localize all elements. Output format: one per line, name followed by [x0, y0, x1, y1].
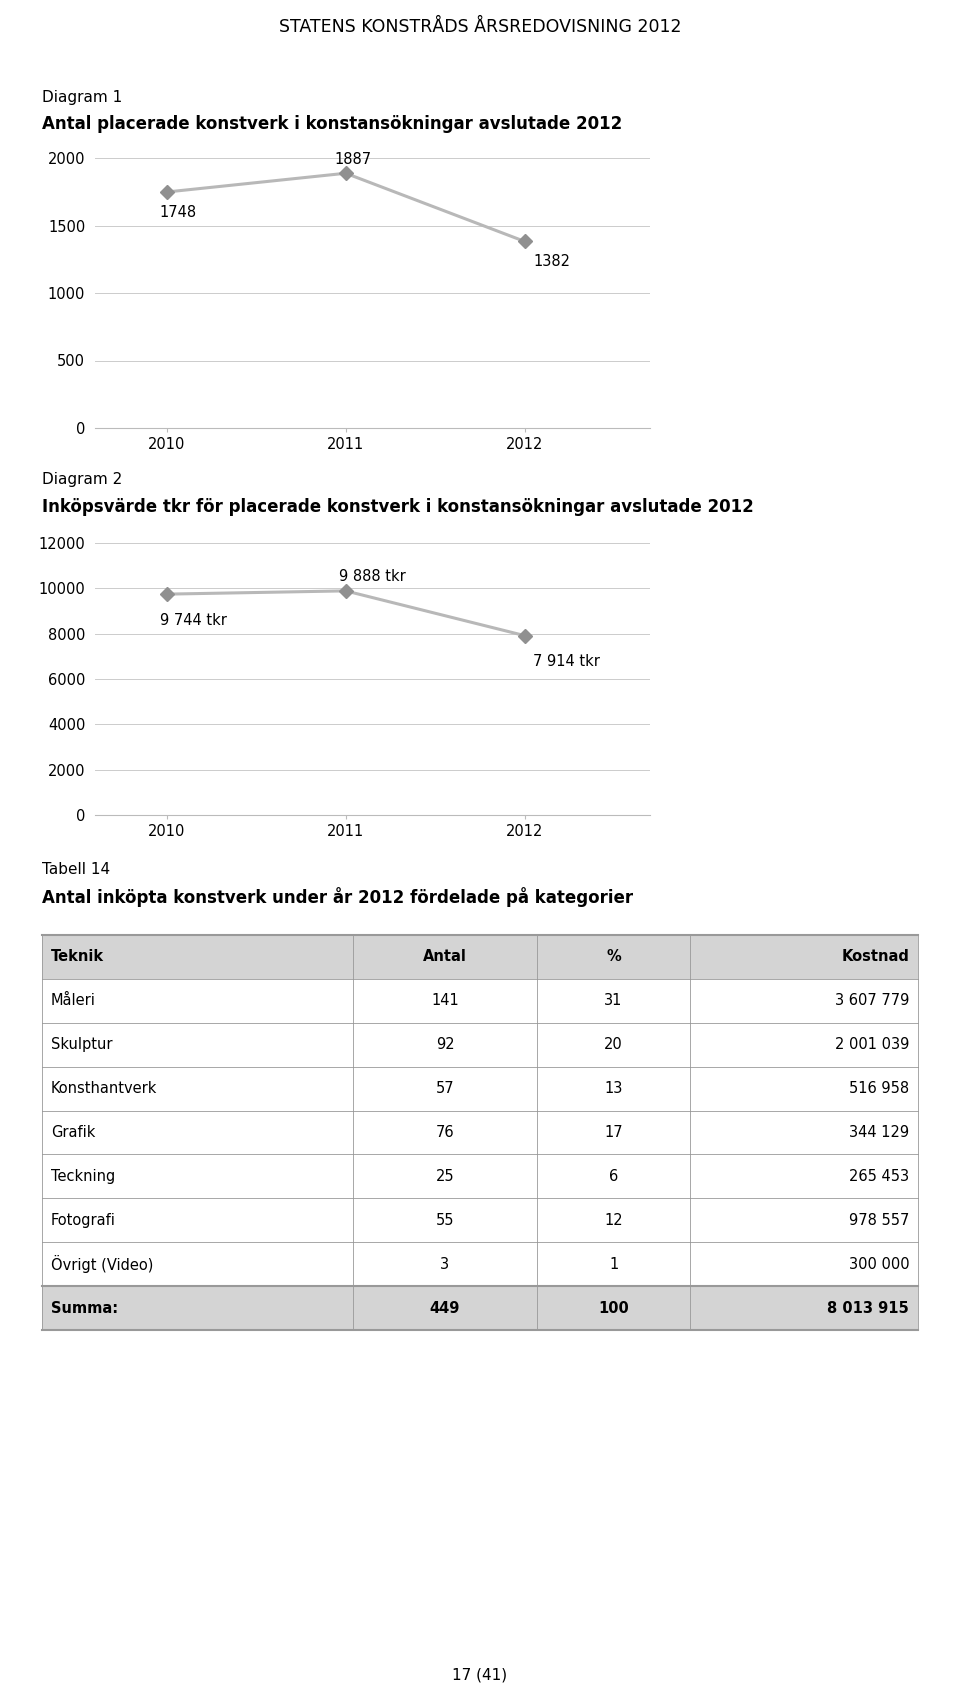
Text: 1382: 1382 — [533, 254, 570, 269]
Text: Teckning: Teckning — [51, 1169, 115, 1185]
Text: 344 129: 344 129 — [849, 1125, 909, 1140]
Bar — [42, 1023, 918, 1067]
Text: Tabell 14: Tabell 14 — [42, 861, 110, 877]
Text: Antal: Antal — [423, 950, 467, 965]
Text: 20: 20 — [604, 1037, 623, 1052]
Text: Kostnad: Kostnad — [841, 950, 909, 965]
Text: 9 888 tkr: 9 888 tkr — [339, 568, 405, 584]
Text: 55: 55 — [436, 1214, 454, 1227]
Bar — [42, 934, 918, 979]
Text: 76: 76 — [436, 1125, 454, 1140]
Text: STATENS KONSTRÅDS ÅRSREDOVISNING 2012: STATENS KONSTRÅDS ÅRSREDOVISNING 2012 — [278, 19, 682, 36]
Text: 449: 449 — [430, 1300, 460, 1316]
Text: Skulptur: Skulptur — [51, 1037, 112, 1052]
Text: 3 607 779: 3 607 779 — [835, 994, 909, 1008]
Text: Antal placerade konstverk i konstansökningar avslutade 2012: Antal placerade konstverk i konstansökni… — [42, 116, 622, 133]
Text: 17: 17 — [604, 1125, 623, 1140]
Text: Måleri: Måleri — [51, 994, 96, 1008]
Text: 7 914 tkr: 7 914 tkr — [533, 654, 600, 669]
Text: Teknik: Teknik — [51, 950, 104, 965]
Text: 1887: 1887 — [334, 151, 372, 167]
Text: 141: 141 — [431, 994, 459, 1008]
Text: 9 744 tkr: 9 744 tkr — [159, 613, 227, 628]
Bar — [42, 1242, 918, 1287]
Text: Inköpsvärde tkr för placerade konstverk i konstansökningar avslutade 2012: Inköpsvärde tkr för placerade konstverk … — [42, 499, 754, 516]
Text: 31: 31 — [605, 994, 623, 1008]
Text: Diagram 1: Diagram 1 — [42, 90, 122, 106]
Text: 3: 3 — [441, 1256, 449, 1271]
Text: 100: 100 — [598, 1300, 629, 1316]
Text: Konsthantverk: Konsthantverk — [51, 1081, 157, 1096]
Text: 57: 57 — [436, 1081, 454, 1096]
Bar — [42, 1198, 918, 1242]
Text: Övrigt (Video): Övrigt (Video) — [51, 1254, 154, 1273]
Text: 265 453: 265 453 — [849, 1169, 909, 1185]
Text: Summa:: Summa: — [51, 1300, 118, 1316]
Text: 92: 92 — [436, 1037, 454, 1052]
Text: 17 (41): 17 (41) — [452, 1668, 508, 1683]
Text: Grafik: Grafik — [51, 1125, 95, 1140]
Bar — [42, 1154, 918, 1198]
Text: 13: 13 — [605, 1081, 623, 1096]
Text: Fotografi: Fotografi — [51, 1214, 115, 1227]
Text: 516 958: 516 958 — [849, 1081, 909, 1096]
Bar — [42, 1067, 918, 1111]
Bar — [42, 1111, 918, 1154]
Text: Antal inköpta konstverk under år 2012 fördelade på kategorier: Antal inköpta konstverk under år 2012 fö… — [42, 887, 634, 907]
Text: Diagram 2: Diagram 2 — [42, 471, 122, 487]
Text: 8 013 915: 8 013 915 — [828, 1300, 909, 1316]
Text: 2 001 039: 2 001 039 — [835, 1037, 909, 1052]
Text: %: % — [606, 950, 621, 965]
Text: 12: 12 — [604, 1214, 623, 1227]
Text: 1748: 1748 — [159, 204, 197, 220]
Text: 300 000: 300 000 — [849, 1256, 909, 1271]
Bar — [42, 979, 918, 1023]
Bar — [42, 1287, 918, 1329]
Text: 6: 6 — [609, 1169, 618, 1185]
Text: 25: 25 — [436, 1169, 454, 1185]
Text: 978 557: 978 557 — [849, 1214, 909, 1227]
Text: 1: 1 — [609, 1256, 618, 1271]
